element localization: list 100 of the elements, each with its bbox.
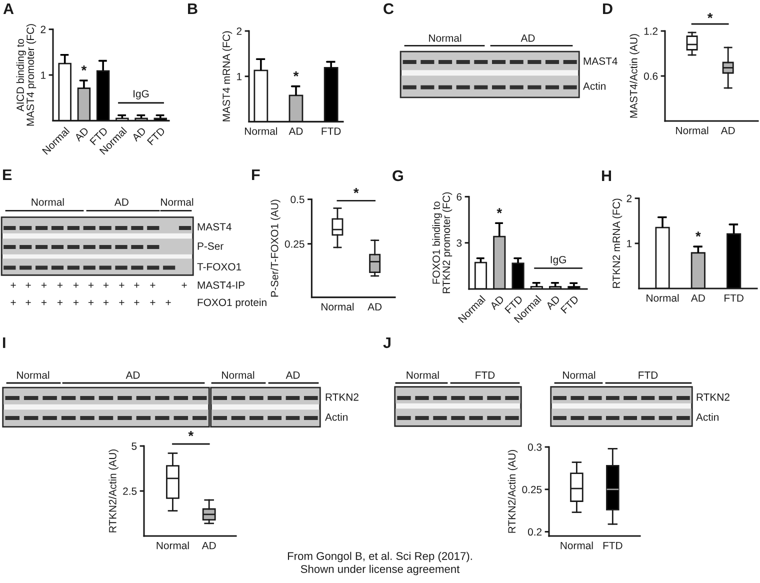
annotation: * <box>81 65 87 71</box>
x-tick-label: Normal <box>322 302 354 311</box>
x-tick-label: Normal <box>244 127 278 135</box>
y-tick-label: 0.25 <box>522 486 542 494</box>
annotation: * <box>293 71 299 77</box>
x-tick-label: AD <box>690 294 705 302</box>
text: RTKN2 <box>696 393 730 401</box>
text: Normal <box>32 198 64 206</box>
y-tick-label: 5 <box>132 442 137 450</box>
text: + <box>73 282 79 288</box>
text: + <box>26 282 31 288</box>
text: RTKN2 <box>326 393 358 401</box>
x-tick-label: FTD <box>724 294 744 302</box>
text: Normal <box>17 371 50 379</box>
x-tick-label: FTD <box>322 128 341 135</box>
y-axis-title: MAST4/Actin (AU) <box>630 34 640 118</box>
text: MAST4 <box>198 223 232 230</box>
x-tick-label: Normal <box>156 542 189 550</box>
text: + <box>57 300 63 306</box>
text: + <box>134 300 140 306</box>
y-tick-label: 2.5 <box>123 488 137 495</box>
x-tick-label: FTD <box>146 126 166 146</box>
x-tick-label: AD <box>545 295 560 310</box>
y-tick-label: 0.5 <box>290 196 304 204</box>
text: + <box>41 282 47 288</box>
y-axis-title: P-Ser/T-FOXO1 (AU) <box>270 200 280 297</box>
text: + <box>73 300 79 306</box>
text: Normal <box>406 371 439 379</box>
text: I <box>3 337 6 348</box>
text: AD <box>520 34 535 42</box>
text: + <box>134 282 140 288</box>
x-tick-label: AD <box>720 126 735 134</box>
text: FOXO1 protein <box>198 298 266 308</box>
text: + <box>10 300 16 306</box>
annotation: * <box>496 208 502 214</box>
x-tick-label: FTD <box>603 542 622 550</box>
y-tick-label: 0.25 <box>284 240 304 248</box>
text: C <box>384 3 394 14</box>
text: + <box>10 282 16 288</box>
text: Normal <box>563 371 596 379</box>
text: Actin <box>325 413 348 421</box>
y-axis-title: RTKN2/Actin (AU) <box>108 449 118 532</box>
text: * <box>707 13 713 18</box>
y-axis-title: FOXO1 binding to RTKN2 promoter (FC) <box>432 192 452 294</box>
text: + <box>150 282 156 288</box>
y-tick-label: 1 <box>237 72 242 80</box>
text: + <box>57 282 63 288</box>
x-tick-label: AD <box>74 126 89 142</box>
x-tick-label: FTD <box>560 295 579 314</box>
text: + <box>41 300 47 306</box>
x-tick-label: Normal <box>560 542 593 550</box>
x-tick-label: AD <box>131 126 146 142</box>
y-tick-label: 1.2 <box>644 28 658 35</box>
y-tick-label: 0.6 <box>644 72 658 80</box>
text: FTD <box>638 372 658 379</box>
y-tick-label: 2 <box>40 26 46 34</box>
y-axis-title: MAST4 mRNA (FC) <box>222 31 232 122</box>
x-tick-label: AD <box>288 128 303 135</box>
text: + <box>119 282 124 288</box>
text: + <box>103 282 109 288</box>
text: J <box>383 337 390 348</box>
text: Actin <box>583 82 606 90</box>
y-tick-label: 1 <box>41 72 46 79</box>
y-tick-label: 1 <box>627 240 632 248</box>
y-axis-title: AICD binding to MAST4 promoter (FC) <box>16 24 36 126</box>
text: E <box>3 169 12 180</box>
text: MAST4-IP <box>198 281 244 289</box>
x-tick-label: AD <box>202 542 216 550</box>
text: T-FOXO1 <box>197 263 242 270</box>
chart-title: H <box>602 170 612 181</box>
text: + <box>182 282 187 288</box>
text: AD <box>286 372 300 379</box>
text: + <box>88 300 94 306</box>
y-tick-label: 2 <box>236 28 242 35</box>
annotation: IgG <box>134 90 149 100</box>
y-tick-label: 0.3 <box>528 444 542 451</box>
text: + <box>166 300 171 306</box>
text: P-Ser <box>198 242 224 250</box>
x-tick-label: AD <box>368 303 382 310</box>
text: + <box>103 300 109 306</box>
x-tick-label: Normal <box>646 294 679 302</box>
y-tick-label: 6 <box>456 193 462 201</box>
text: Shown under license agreement <box>300 564 460 576</box>
text: Actin <box>696 413 718 421</box>
x-tick-label: Normal <box>676 126 708 134</box>
y-axis-title: RTKN2 mRNA (FC) <box>612 198 622 288</box>
text: Normal <box>161 198 194 206</box>
chart-title: D <box>603 3 612 14</box>
annotation: IgG <box>550 256 566 266</box>
x-tick-label: AD <box>489 295 504 310</box>
y-axis-title: RTKN2/Actin (AU) <box>508 450 518 533</box>
annotation: * <box>696 232 701 237</box>
text: + <box>150 300 156 306</box>
text: AD <box>114 198 128 206</box>
chart-title: G <box>392 170 403 182</box>
y-tick-label: 2 <box>626 194 632 202</box>
text: MAST4 <box>584 57 618 65</box>
text: + <box>119 300 124 306</box>
y-tick-label: 0.2 <box>528 528 542 536</box>
chart-title: B <box>188 3 198 14</box>
